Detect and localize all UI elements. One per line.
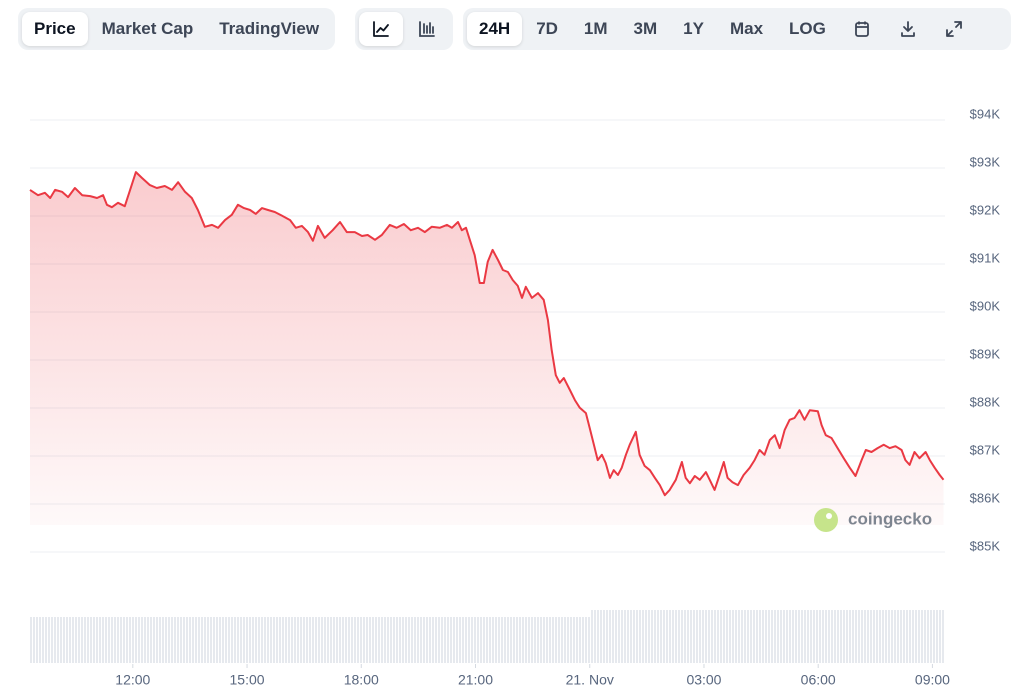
volume-strip	[30, 617, 590, 663]
y-tick-label: $92K	[970, 202, 1001, 217]
x-tick-label: 18:00	[344, 672, 379, 688]
y-tick-label: $87K	[970, 442, 1001, 457]
x-tick-label: 21:00	[458, 672, 493, 688]
y-tick-label: $91K	[970, 250, 1001, 265]
toolbar-button[interactable]: 7D	[536, 19, 558, 38]
toolbar-button[interactable]: 24H	[467, 12, 523, 46]
toolbar-button[interactable]: 1M	[583, 19, 608, 38]
watermark-text: coingecko	[848, 509, 932, 528]
fullscreen-button[interactable]	[932, 12, 976, 46]
range-buttons: 24H 7D 1M 3M 1Y Max LOG	[467, 12, 838, 46]
watermark-logo	[814, 508, 838, 532]
toolbar-button[interactable]: Price	[22, 12, 88, 46]
volume-strip	[590, 610, 945, 663]
y-tick-label: $90K	[970, 298, 1001, 313]
area-fill	[30, 172, 944, 525]
chart-type-group	[355, 8, 453, 50]
toolbar-button[interactable]: Max	[729, 19, 764, 38]
y-tick-label: $94K	[970, 106, 1001, 121]
candlestick-button[interactable]	[405, 12, 449, 46]
y-tick-label: $89K	[970, 346, 1001, 361]
toolbar-button[interactable]: Market Cap	[101, 19, 194, 38]
x-tick-label: 06:00	[801, 672, 836, 688]
x-tick-label: 21. Nov	[566, 672, 614, 688]
watermark-eye	[826, 513, 832, 519]
line-chart-button[interactable]	[359, 12, 403, 46]
price-line	[29, 171, 945, 497]
y-tick-label: $85K	[970, 538, 1001, 553]
y-tick-label: $86K	[970, 490, 1001, 505]
x-tick-label: 15:00	[230, 672, 265, 688]
toolbar-button[interactable]: 3M	[633, 19, 658, 38]
x-tick-label: 12:00	[115, 672, 150, 688]
calendar-button[interactable]	[840, 12, 884, 46]
download-button[interactable]	[886, 12, 930, 46]
toolbar-button[interactable]: LOG	[789, 19, 826, 38]
x-tick-label: 03:00	[686, 672, 721, 688]
toolbar-button[interactable]: TradingView	[219, 19, 320, 38]
watermark: coingecko	[814, 508, 932, 532]
y-tick-label: $93K	[970, 154, 1001, 169]
y-tick-label: $88K	[970, 394, 1001, 409]
x-tick-label: 09:00	[915, 672, 950, 688]
tab-group: Price Market Cap TradingView	[18, 8, 336, 50]
range-group: 24H 7D 1M 3M 1Y Max LOG	[463, 8, 1011, 50]
toolbar-button[interactable]: 1Y	[683, 19, 704, 38]
